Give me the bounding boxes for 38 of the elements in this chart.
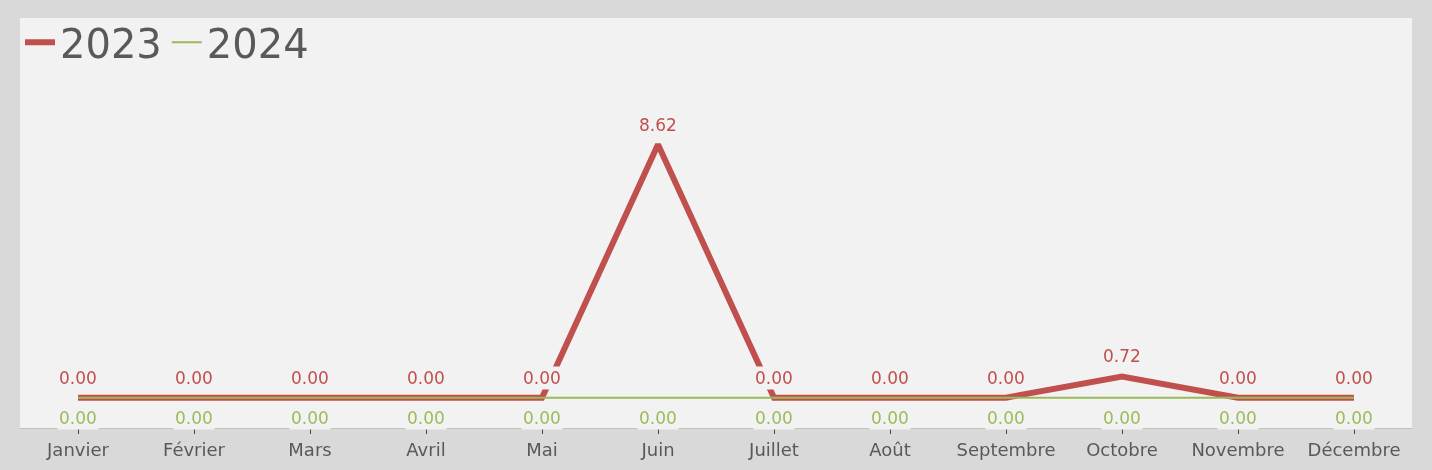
x-tick-label: Mars [288,438,332,460]
data-label: 0.00 [755,368,793,388]
data-label: 0.00 [291,368,329,388]
x-tick-label: Décembre [1307,438,1401,460]
x-tick-label: Janvier [46,438,110,460]
data-label: 0.00 [407,368,445,388]
data-label: 0.00 [755,408,793,428]
data-label: 0.00 [1103,408,1141,428]
data-label: 0.72 [1103,346,1141,366]
data-label: 0.00 [1219,368,1257,388]
data-label: 0.00 [523,408,561,428]
data-label: 0.00 [1335,408,1373,428]
data-label: 0.00 [1335,368,1373,388]
x-tick-label: Septembre [956,438,1056,460]
data-label: 0.00 [639,408,677,428]
x-tick-label: Février [163,438,226,460]
x-tick-label: Août [869,438,911,460]
x-tick-label: Novembre [1191,438,1285,460]
legend-label: 2024 [206,20,309,67]
x-tick-label: Avril [406,438,446,460]
data-label: 0.00 [1219,408,1257,428]
x-tick-label: Octobre [1086,438,1158,460]
data-label: 0.00 [59,368,97,388]
data-label: 0.00 [175,368,213,388]
data-label: 0.00 [523,368,561,388]
data-label: 0.00 [987,408,1025,428]
data-label: 0.00 [871,368,909,388]
x-tick-label: Juillet [748,438,799,460]
x-tick-label: Mai [526,438,558,460]
data-label: 0.00 [987,368,1025,388]
x-tick-label: Juin [640,438,675,460]
legend-label: 2023 [60,20,162,67]
data-label: 0.00 [59,408,97,428]
data-label: 0.00 [175,408,213,428]
data-label: 8.62 [639,115,677,135]
data-label: 0.00 [291,408,329,428]
data-label: 0.00 [407,408,445,428]
data-label: 0.00 [871,408,909,428]
